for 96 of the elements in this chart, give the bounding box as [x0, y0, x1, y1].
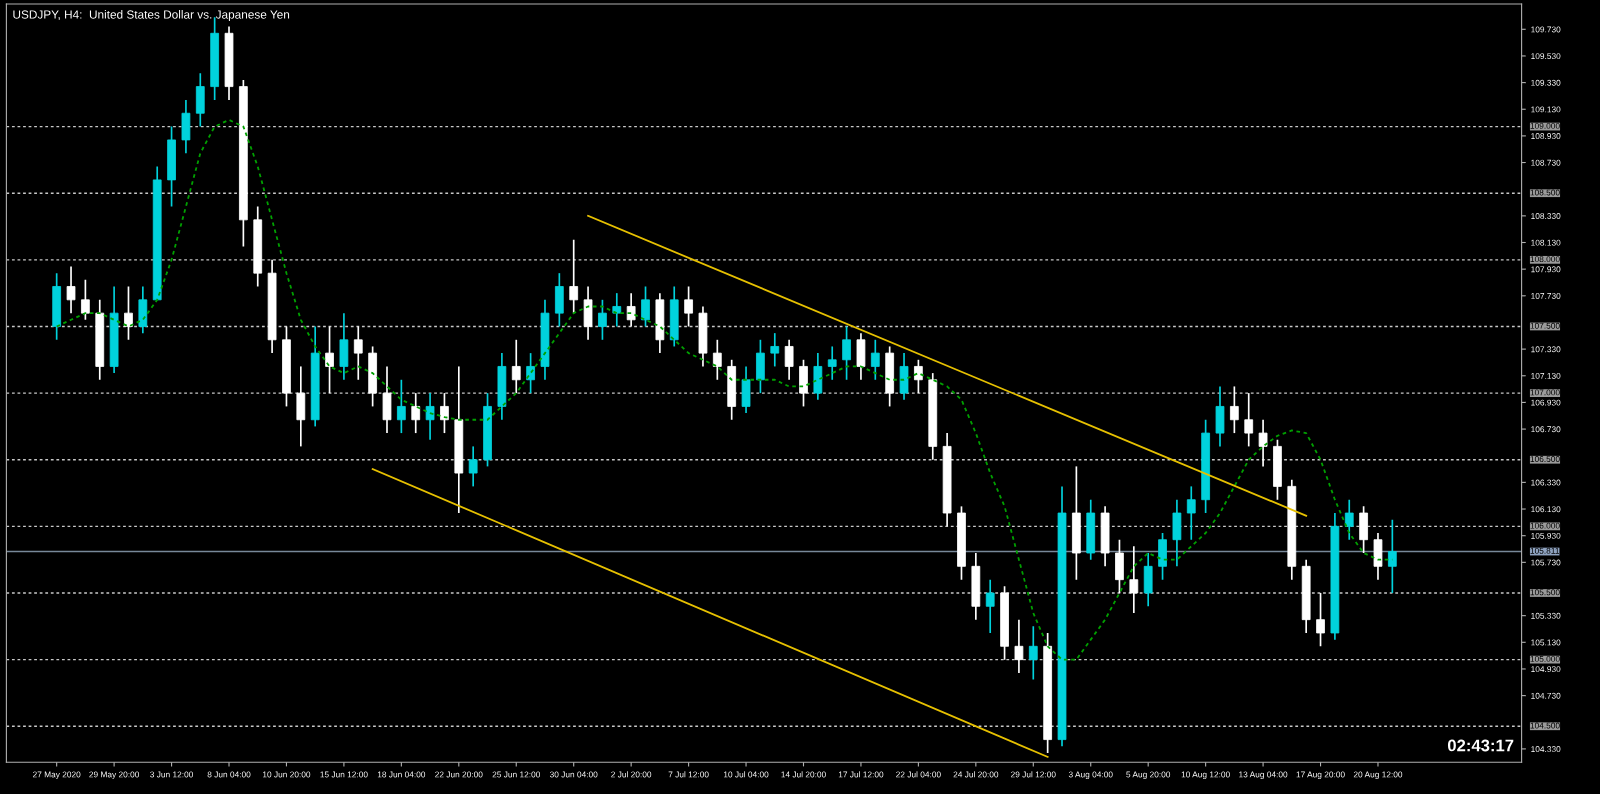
x-tick-label: 30 Jun 04:00 [549, 771, 598, 778]
candlestick [626, 292, 636, 328]
ref-line-label: 105.811 [1530, 547, 1560, 554]
y-tick-label: 106.330 [1531, 479, 1561, 486]
candlestick [712, 338, 722, 381]
candlestick [684, 285, 693, 328]
candlestick [425, 392, 435, 441]
x-tick-label: 8 Jun 04:00 [207, 771, 251, 778]
ref-line-label: 106.000 [1530, 522, 1560, 529]
x-tick-label: 15 Jun 12:00 [320, 771, 368, 778]
x-tick-label: 29 Jul 12:00 [1011, 771, 1056, 778]
y-tick-label: 104.330 [1531, 746, 1561, 753]
chart-title: USDJPY, H4: United States Dollar vs. Japanese Yen [13, 10, 290, 22]
candlestick [411, 392, 421, 434]
y-tick-label: 106.930 [1531, 399, 1561, 406]
x-tick-label: 29 May 20:00 [89, 771, 140, 780]
candlestick [1258, 418, 1268, 468]
candlestick [827, 345, 837, 381]
ref-line-label: 108.500 [1530, 189, 1560, 196]
candlestick [396, 378, 406, 434]
candlestick [1244, 392, 1254, 448]
y-tick-label: 109.530 [1531, 53, 1561, 60]
y-tick-label: 104.730 [1531, 692, 1561, 699]
y-tick-label: 108.330 [1531, 213, 1561, 219]
x-tick-label: 10 Jun 20:00 [263, 771, 311, 778]
x-tick-label: 27 May 2020 [33, 771, 81, 780]
candlestick [353, 325, 363, 381]
y-tick-label: 109.130 [1531, 106, 1561, 113]
candlestick [81, 278, 90, 321]
x-tick-label: 18 Jun 04:00 [377, 771, 426, 778]
x-tick-label: 7 Jul 12:00 [668, 771, 709, 778]
y-tick-label: 105.330 [1531, 612, 1561, 619]
x-tick-label: 24 Jul 20:00 [953, 771, 999, 778]
candlestick [612, 292, 622, 328]
candlestick [1229, 385, 1239, 434]
x-tick-label: 10 Jul 04:00 [723, 771, 769, 778]
text: 02:43:17 [1447, 739, 1514, 752]
x-tick-label: 14 Jul 20:00 [781, 771, 826, 778]
y-tick-label: 105.730 [1531, 559, 1561, 566]
candlestick [526, 352, 535, 394]
x-tick-label: 22 Jun 20:00 [435, 771, 483, 778]
y-tick-label: 107.330 [1531, 346, 1561, 353]
candlestick [770, 332, 780, 368]
y-tick-label: 109.730 [1531, 26, 1561, 33]
y-tick-label: 105.130 [1531, 639, 1561, 646]
candlestick [1387, 518, 1397, 594]
y-tick-label: 108.730 [1531, 159, 1561, 166]
y-tick-label: 106.130 [1531, 506, 1561, 513]
ref-line-label: 108.000 [1530, 256, 1560, 263]
candlestick [468, 445, 478, 488]
y-tick-label: 107.130 [1531, 372, 1561, 379]
candlestick [1344, 498, 1354, 541]
ref-line-label: 107.500 [1530, 322, 1560, 329]
ref-line-label: 109.000 [1530, 122, 1560, 129]
candlestick [1014, 618, 1024, 674]
candlestick [914, 358, 923, 394]
y-tick-label: 109.330 [1531, 79, 1561, 86]
candlestick [641, 285, 650, 328]
candlestick [1316, 592, 1325, 648]
x-tick-label: 3 Jun 12:00 [150, 771, 194, 778]
candlestick [511, 338, 521, 394]
ref-line-label: 107.000 [1530, 389, 1560, 396]
y-tick-label: 104.930 [1531, 666, 1561, 673]
x-tick-label: 20 Aug 12:00 [1353, 771, 1403, 780]
ref-line-label: 105.500 [1530, 589, 1560, 596]
x-tick-label: 22 Jul 04:00 [896, 771, 941, 778]
x-tick-label: 25 Jun 12:00 [492, 771, 541, 778]
x-tick-label: 17 Aug 20:00 [1296, 771, 1345, 780]
candlestick [1028, 625, 1038, 681]
y-tick-label: 107.930 [1531, 266, 1561, 273]
candlestick [1186, 485, 1196, 541]
candlestick [66, 265, 76, 314]
candlestick [870, 338, 880, 381]
x-tick-label: 17 Jul 12:00 [838, 771, 884, 778]
ref-line-label: 104.500 [1530, 722, 1560, 729]
y-tick-label: 106.730 [1531, 426, 1561, 433]
y-tick-label: 105.930 [1531, 532, 1561, 539]
y-tick-label: 107.730 [1531, 293, 1561, 299]
y-tick-label: 108.930 [1531, 133, 1561, 139]
candlestick [598, 298, 607, 341]
x-tick-label: 3 Aug 04:00 [1068, 771, 1113, 780]
x-tick-label: 5 Aug 20:00 [1126, 771, 1171, 780]
y-tick-label: 108.130 [1531, 239, 1561, 246]
x-tick-label: 2 Jul 20:00 [611, 771, 652, 778]
candlestick [985, 578, 995, 634]
ref-line-label: 105.000 [1530, 655, 1560, 662]
ref-line-label: 106.500 [1530, 456, 1560, 462]
candlestick [842, 325, 851, 381]
candlestick [124, 285, 133, 341]
x-tick-label: 10 Aug 12:00 [1181, 771, 1230, 780]
candlestick [1129, 545, 1139, 614]
candlestick [440, 392, 449, 434]
candlestick [784, 338, 794, 381]
x-tick-label: 13 Aug 04:00 [1239, 771, 1288, 780]
candlestick [569, 239, 579, 314]
candlestick [325, 325, 334, 394]
